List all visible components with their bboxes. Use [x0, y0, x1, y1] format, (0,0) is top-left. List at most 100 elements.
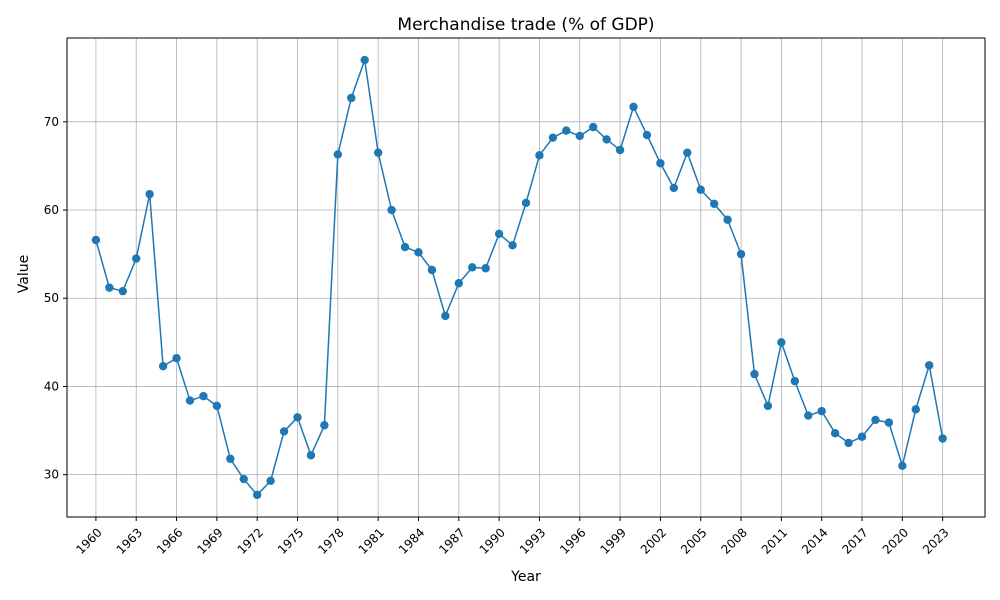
x-tick-label: 1999: [598, 525, 629, 556]
data-point: [938, 434, 947, 443]
x-axis-label: Year: [510, 569, 541, 585]
y-tick-label: 70: [44, 115, 59, 129]
data-point: [414, 248, 423, 257]
plot-frame: [66, 37, 986, 518]
x-axis-ticks: 1960 1963 1966 1969 1972 1975 1978 1981 1984 1987…: [73, 517, 952, 557]
x-tick-label: 1963: [114, 525, 145, 556]
data-point: [844, 438, 853, 448]
y-tick-label: 50: [44, 291, 59, 305]
data-point: [320, 421, 329, 430]
data-point: [333, 150, 343, 159]
x-tick-label: 1996: [557, 525, 588, 556]
x-tick-label: 1969: [194, 525, 225, 556]
x-tick-label: 2005: [678, 525, 709, 556]
data-point: [105, 283, 114, 292]
data-point: [494, 229, 504, 239]
x-tick-label: 1987: [436, 525, 467, 556]
data-point: [199, 391, 208, 401]
data-point: [535, 151, 544, 160]
data-point: [360, 55, 369, 65]
data-point: [118, 286, 127, 296]
data-point: [925, 361, 934, 370]
y-axis-label: Value: [16, 255, 32, 293]
data-point: [521, 198, 531, 208]
grid: [67, 38, 985, 517]
data-point: [709, 199, 719, 209]
x-tick-label: 2002: [638, 525, 669, 556]
data-point: [454, 279, 463, 288]
data-point: [817, 406, 826, 416]
data-point: [763, 401, 773, 411]
data-point: [266, 476, 275, 486]
data-point: [736, 249, 746, 259]
data-point: [306, 451, 316, 460]
x-tick-label: 1978: [315, 525, 346, 556]
data-point: [293, 413, 302, 422]
data-point: [468, 263, 477, 272]
data-point: [548, 133, 558, 142]
data-point: [656, 159, 665, 168]
data-point: [373, 148, 383, 157]
x-tick-label: 1972: [235, 525, 266, 556]
data-point: [642, 130, 652, 140]
data-point: [911, 405, 920, 414]
data-point: [589, 122, 598, 132]
x-tick-label: 2014: [799, 525, 830, 556]
x-tick-label: 1966: [154, 525, 185, 556]
data-point: [441, 311, 450, 321]
y-tick-label: 30: [44, 468, 59, 482]
data-point: [279, 427, 289, 436]
data-point: [629, 102, 638, 112]
data-point: [602, 135, 611, 144]
data-point: [347, 93, 356, 103]
data-point: [185, 396, 195, 405]
data-point: [387, 205, 396, 215]
data-point: [158, 361, 168, 371]
x-tick-label: 1990: [477, 525, 508, 556]
data-point: [723, 215, 732, 224]
data-point: [790, 376, 800, 386]
data-point: [871, 415, 880, 425]
series-layer: [91, 55, 947, 500]
data-point: [400, 242, 410, 252]
data-point: [132, 254, 141, 263]
data-point: [683, 148, 692, 157]
y-axis-ticks: 30 40 50 60 70: [44, 115, 67, 482]
data-point: [427, 265, 437, 275]
x-tick-label: 1975: [275, 525, 306, 556]
x-tick-label: 2008: [718, 525, 749, 556]
data-point: [750, 369, 759, 379]
data-point: [898, 461, 907, 471]
data-point: [212, 401, 222, 411]
x-tick-label: 1984: [396, 525, 427, 556]
data-point: [696, 185, 705, 194]
data-point: [830, 428, 840, 438]
data-point: [252, 490, 262, 500]
data-point: [145, 189, 154, 199]
x-tick-label: 2020: [880, 525, 911, 556]
y-tick-label: 40: [44, 379, 59, 393]
x-tick-label: 1960: [73, 525, 104, 556]
y-tick-label: 60: [44, 203, 59, 217]
chart-title: Merchandise trade (% of GDP): [397, 15, 654, 35]
data-point: [777, 338, 786, 347]
data-point: [804, 411, 813, 420]
data-point: [562, 126, 571, 135]
x-tick-label: 2017: [839, 525, 870, 556]
data-point: [575, 131, 584, 141]
data-point: [91, 235, 101, 245]
data-point: [884, 418, 894, 427]
data-point: [239, 474, 248, 484]
x-tick-label: 1981: [356, 525, 387, 556]
data-point: [508, 241, 517, 250]
data-point: [172, 354, 181, 363]
data-point: [857, 432, 867, 441]
x-tick-label: 2011: [759, 525, 790, 556]
x-tick-label: 1993: [517, 525, 548, 556]
data-point: [481, 264, 490, 273]
data-point: [226, 454, 235, 463]
data-point: [669, 183, 679, 193]
x-tick-label: 2023: [920, 525, 951, 556]
series-line: [95, 59, 944, 497]
